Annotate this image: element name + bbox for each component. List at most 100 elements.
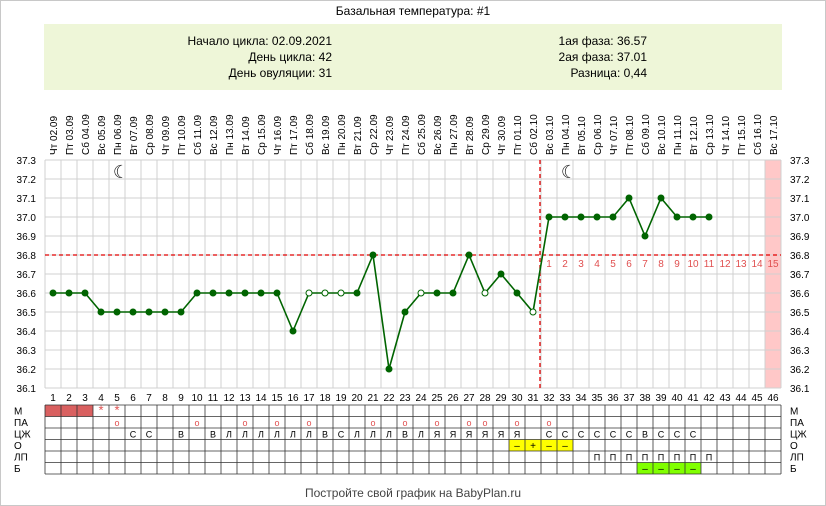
intercourse-mark: о: [242, 418, 247, 428]
x-date-label: Пт 08.10: [625, 115, 636, 155]
cervical-fluid-mark: Л: [242, 430, 248, 440]
cycle-day-number: 31: [527, 393, 539, 404]
cycle-day-number: 8: [162, 393, 168, 404]
cervical-fluid-mark: Я: [482, 430, 489, 440]
temperature-point: [433, 289, 441, 297]
temperature-point: [481, 289, 489, 297]
cycle-start-text: Начало цикла: 02.09.2021: [187, 34, 332, 48]
table-row-label-left: М: [14, 407, 22, 418]
temperature-point: [385, 365, 393, 373]
x-date-label: Ср 08.09: [145, 114, 156, 155]
luteal-day-number: 14: [751, 259, 763, 270]
temperature-point: [593, 213, 601, 221]
y-tick-label-left: 36.5: [17, 308, 37, 319]
cervical-fluid-mark: Л: [418, 430, 424, 440]
intercourse-mark: о: [546, 418, 551, 428]
luteal-day-number: 3: [578, 259, 584, 270]
cervical-fluid-mark: С: [690, 430, 697, 440]
luteal-day-number: 5: [610, 259, 616, 270]
temperature-point: [417, 289, 425, 297]
x-date-label: Сб 16.10: [752, 114, 764, 155]
y-tick-label-right: 36.2: [790, 365, 810, 376]
luteal-day-number: 15: [767, 259, 779, 270]
y-tick-label-left: 36.8: [17, 251, 37, 262]
temperature-point: [161, 308, 169, 316]
x-date-label: Сб 09.10: [640, 114, 652, 155]
x-date-label: Вс 03.10: [545, 115, 556, 155]
x-date-label: Вт 28.09: [465, 116, 476, 155]
cervical-fluid-mark: С: [578, 430, 585, 440]
y-tick-label-right: 36.1: [790, 384, 810, 395]
y-tick-label-left: 36.9: [17, 232, 37, 243]
cycle-day-number: 13: [239, 393, 251, 404]
cervical-fluid-mark: С: [594, 430, 601, 440]
temperature-point: [689, 213, 697, 221]
pregnancy-test-cell: [669, 462, 685, 474]
temperature-point: [465, 251, 473, 259]
footer-link[interactable]: Постройте свой график на BabyPlan.ru: [304, 486, 522, 500]
temperature-point: [273, 289, 281, 297]
y-tick-label-right: 36.9: [790, 232, 810, 243]
cycle-day-number: 37: [623, 393, 635, 404]
cycle-day-number: 17: [303, 393, 315, 404]
temperature-point: [49, 289, 57, 297]
luteal-mark: П: [610, 453, 616, 463]
cervical-fluid-mark: С: [674, 430, 681, 440]
cycle-day-number: 15: [271, 393, 283, 404]
cycle-day-number: 7: [146, 393, 152, 404]
ovulation-test-mark: –: [514, 441, 520, 452]
x-date-label: Пт 17.09: [289, 115, 300, 155]
temperature-point: [65, 289, 73, 297]
temperature-point: [513, 289, 521, 297]
x-date-label: Сб 25.09: [416, 114, 428, 155]
x-date-label: Чт 02.09: [49, 116, 60, 155]
cycle-day-number: 29: [495, 393, 507, 404]
x-date-label: Вт 14.09: [241, 116, 252, 155]
temperature-point: [177, 308, 185, 316]
temperature-point: [577, 213, 585, 221]
temperature-point: [401, 308, 409, 316]
temperature-point: [193, 289, 201, 297]
x-date-label: Пн 20.09: [337, 114, 348, 155]
y-tick-label-right: 37.0: [790, 213, 810, 224]
x-date-label: Сб 02.10: [528, 114, 540, 155]
table-row-label-right: ЛП: [790, 453, 804, 464]
y-tick-label-right: 36.5: [790, 308, 810, 319]
temperature-point: [321, 289, 329, 297]
temperature-point: [97, 308, 105, 316]
luteal-mark: П: [642, 453, 648, 463]
temperature-point: [353, 289, 361, 297]
luteal-day-number: 7: [642, 259, 648, 270]
x-date-label: Пн 11.10: [673, 115, 684, 155]
cycle-day-number: 44: [735, 393, 747, 404]
period-cell: [61, 405, 77, 417]
period-cell: [77, 405, 93, 417]
temperature-point: [241, 289, 249, 297]
luteal-day-number: 10: [687, 259, 699, 270]
cycle-day-number: 16: [287, 393, 299, 404]
cycle-day-number: 14: [255, 393, 267, 404]
cervical-fluid-mark: В: [178, 430, 184, 440]
intercourse-mark: о: [370, 418, 375, 428]
temperature-point: [81, 289, 89, 297]
cycle-day-number: 43: [719, 393, 731, 404]
x-date-label: Пн 13.09: [225, 114, 236, 155]
x-date-label: Чт 09.09: [161, 116, 172, 155]
cycle-day-number: 3: [82, 393, 88, 404]
cycle-day-number: 10: [191, 393, 203, 404]
intercourse-mark: о: [434, 418, 439, 428]
chart-title: Базальная температура: #1: [335, 4, 491, 18]
x-date-label: Чт 16.09: [273, 116, 284, 155]
cycle-day-text: День цикла: 42: [248, 50, 332, 64]
temperature-point: [673, 213, 681, 221]
cycle-day-number: 19: [335, 393, 347, 404]
period-cell: [45, 405, 61, 417]
pregnancy-test-cell: [685, 462, 701, 474]
cervical-fluid-mark: С: [610, 430, 617, 440]
cycle-day-number: 41: [687, 393, 699, 404]
table-row-label-left: О: [14, 441, 22, 452]
temperature-point: [305, 289, 313, 297]
x-date-label: Ср 15.09: [257, 114, 268, 155]
x-date-label: Вс 26.09: [433, 115, 444, 155]
x-date-label: Вс 12.09: [209, 115, 220, 155]
